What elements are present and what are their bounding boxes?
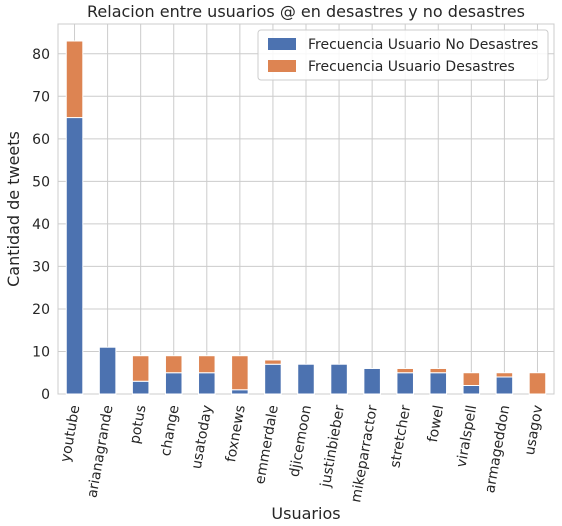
x-tick-label-arianagrande: arianagrande [84, 404, 116, 499]
bar-potus-no-desastres [131, 380, 150, 395]
x-tick-label-armageddon: armageddon [482, 404, 513, 494]
y-tick-label-50: 50 [32, 174, 50, 190]
x-tick-label-djicemoon: djicemoon [287, 404, 315, 478]
y-tick-label-20: 20 [32, 302, 50, 318]
y-tick-label-0: 0 [41, 387, 50, 403]
bar-djicemoon-no-desastres [297, 363, 315, 395]
legend-label-no-desastres: Frecuencia Usuario No Desastres [308, 37, 538, 53]
x-tick-label-foxnews: foxnews [223, 404, 249, 463]
legend-label-desastres: Frecuencia Usuario Desastres [308, 59, 515, 75]
bar-usatoday-desastres [198, 355, 216, 374]
x-tick-label-potus: potus [127, 404, 150, 445]
y-tick-label-80: 80 [32, 47, 50, 63]
bar-viralspell-no-desastres [462, 384, 481, 395]
bar-emmerdale-desastres [264, 359, 282, 365]
bar-justinbieber-no-desastres [330, 363, 348, 395]
bar-potus-desastres [131, 355, 150, 382]
x-tick-label-fowel: fowel [425, 404, 447, 444]
x-tick-label-stretcher: stretcher [387, 404, 414, 469]
bar-mikeparractor-no-desastres [363, 367, 381, 395]
bar-viralspell-desastres [462, 372, 481, 386]
bar-emmerdale-no-desastres [264, 363, 282, 395]
legend: Frecuencia Usuario No Desastres Frecuenc… [257, 29, 549, 81]
bar-fowel-desastres [429, 367, 448, 374]
y-tick-labels: 0 10 20 30 40 50 60 70 80 [32, 47, 50, 403]
y-tick-label-10: 10 [32, 344, 50, 360]
bar-change-desastres [164, 355, 183, 374]
x-tick-label-usatoday: usatoday [189, 404, 216, 470]
bar-usatoday-no-desastres [198, 372, 216, 395]
bars [65, 40, 547, 395]
bar-foxnews-desastres [231, 355, 249, 391]
bar-armageddon-no-desastres [495, 376, 514, 395]
x-tick-labels: youtube arianagrande potus change usatoday fo… [58, 404, 547, 504]
legend-frame [257, 29, 549, 81]
bar-arianagrande-no-desastres [98, 346, 117, 395]
bar-armageddon-desastres [495, 372, 514, 378]
bar-fowel-no-desastres [429, 372, 448, 395]
bar-stretcher-no-desastres [396, 372, 414, 395]
chart-title: Relacion entre usuarios @ en desastres y… [87, 2, 525, 21]
y-tick-label-30: 30 [32, 259, 50, 275]
x-tick-label-emmerdale: emmerdale [252, 404, 282, 486]
bar-usagov-desastres [528, 372, 547, 395]
bar-change-no-desastres [164, 372, 183, 395]
legend-swatch-no-desastres [268, 38, 296, 50]
y-tick-label-40: 40 [32, 217, 50, 233]
x-tick-label-viralspell: viralspell [454, 404, 481, 469]
bar-youtube-no-desastres [65, 117, 84, 395]
bar-foxnews-no-desastres [231, 389, 249, 395]
bar-stretcher-desastres [396, 367, 414, 374]
x-axis-label: Usuarios [271, 504, 340, 523]
y-tick-label-70: 70 [32, 89, 50, 105]
x-tick-label-youtube: youtube [58, 404, 84, 463]
x-tick-label-change: change [158, 404, 183, 458]
x-tick-label-usagov: usagov [522, 404, 547, 456]
legend-swatch-desastres [268, 60, 296, 72]
y-tick-label-60: 60 [32, 132, 50, 148]
bar-youtube-desastres [65, 40, 84, 119]
y-axis-label: Cantidad de tweets [4, 131, 23, 287]
x-tick-label-justinbieber: justinbieber [318, 404, 348, 490]
x-tick-label-mikeparractor: mikeparractor [348, 404, 381, 504]
